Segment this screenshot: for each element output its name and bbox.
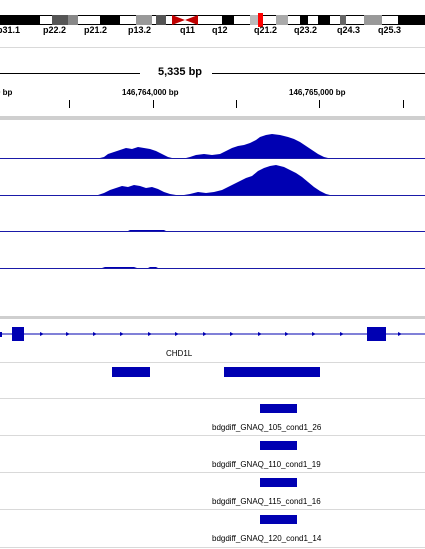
ideogram-current-locus	[258, 13, 263, 27]
span-line-left	[0, 73, 140, 74]
peak-block	[260, 404, 297, 413]
span-label: 5,335 bp	[158, 66, 203, 78]
cytoband	[250, 15, 258, 25]
ruler-tick	[319, 100, 320, 108]
band-label: p13.2	[128, 25, 152, 35]
peak-track[interactable]: bdgdiff_GNAQ_105_cond1_26	[0, 399, 425, 435]
peak-track[interactable]: bdgdiff_GNAQ_120_cond1_14	[0, 510, 425, 548]
cytoband	[276, 15, 288, 25]
cytoband	[14, 15, 40, 25]
band-label: q23.2	[294, 25, 318, 35]
gene-exon	[367, 327, 386, 341]
coverage-signal	[128, 230, 166, 231]
coverage-track-1[interactable]	[0, 121, 425, 159]
coverage-signal	[98, 165, 330, 195]
band-label: p31.1	[0, 25, 21, 35]
ruler[interactable]: 5,335 bp 0 bp 146,764,000 bp 146,765,000…	[0, 48, 425, 110]
cytoband	[398, 15, 425, 25]
gene-label: CHD1L	[166, 349, 193, 358]
cytoband	[222, 15, 234, 25]
ruler-tick	[236, 100, 237, 108]
band-label: q21.2	[254, 25, 278, 35]
coverage-signal	[100, 134, 328, 158]
ruler-tick	[403, 100, 404, 108]
region-track[interactable]	[0, 363, 425, 398]
band-label: q11	[180, 25, 196, 35]
cytoband	[68, 15, 78, 25]
gene-exon	[0, 332, 2, 337]
cytoband	[156, 15, 166, 25]
peak-block	[260, 478, 297, 487]
ruler-tick-label: 146,764,000 bp	[122, 88, 179, 97]
band-label: q12	[212, 25, 228, 35]
track-baseline	[0, 195, 425, 196]
panel-divider[interactable]	[0, 316, 425, 319]
cytoband	[318, 15, 330, 25]
track-baseline	[0, 231, 425, 232]
ruler-tick-label: 146,765,000 bp	[289, 88, 346, 97]
peak-block	[260, 515, 297, 524]
panel-divider[interactable]	[0, 116, 425, 120]
cytoband	[300, 15, 308, 25]
peak-track[interactable]: bdgdiff_GNAQ_115_cond1_16	[0, 473, 425, 509]
chromosome-ideogram[interactable]: p31.1 p22.2 p21.2 p13.2 q11 q12 q21.2 q2…	[0, 0, 425, 40]
region-block	[112, 367, 150, 377]
cytoband	[136, 15, 152, 25]
ruler-tick	[153, 100, 154, 108]
peak-block	[260, 441, 297, 450]
cytoband	[340, 15, 346, 25]
cytoband	[52, 15, 68, 25]
gene-exon	[12, 327, 24, 341]
peak-label: bdgdiff_GNAQ_105_cond1_26	[212, 423, 322, 432]
cytoband	[100, 15, 120, 25]
band-label: p21.2	[84, 25, 108, 35]
band-label: q24.3	[337, 25, 361, 35]
centromere	[172, 15, 198, 25]
cytoband	[0, 15, 14, 25]
coverage-track-4[interactable]	[0, 232, 425, 269]
ideogram-bar	[0, 15, 425, 25]
coverage-track-2[interactable]	[0, 159, 425, 196]
span-line-right	[212, 73, 425, 74]
ruler-tick	[69, 100, 70, 108]
gene-model	[0, 332, 425, 336]
ruler-edge-label: 0 bp	[0, 88, 13, 97]
peak-label: bdgdiff_GNAQ_110_cond1_19	[212, 460, 321, 469]
band-label: p22.2	[43, 25, 67, 35]
coverage-signal	[102, 267, 158, 268]
region-block	[224, 367, 320, 377]
peak-track[interactable]: bdgdiff_GNAQ_110_cond1_19	[0, 436, 425, 472]
cytoband	[364, 15, 382, 25]
track-baseline	[0, 268, 425, 269]
coverage-track-3[interactable]	[0, 196, 425, 232]
track-baseline	[0, 158, 425, 159]
gene-track[interactable]: CHD1L	[0, 320, 425, 361]
peak-label: bdgdiff_GNAQ_120_cond1_14	[212, 534, 322, 543]
band-label: q25.3	[378, 25, 402, 35]
peak-label: bdgdiff_GNAQ_115_cond1_16	[212, 497, 321, 506]
